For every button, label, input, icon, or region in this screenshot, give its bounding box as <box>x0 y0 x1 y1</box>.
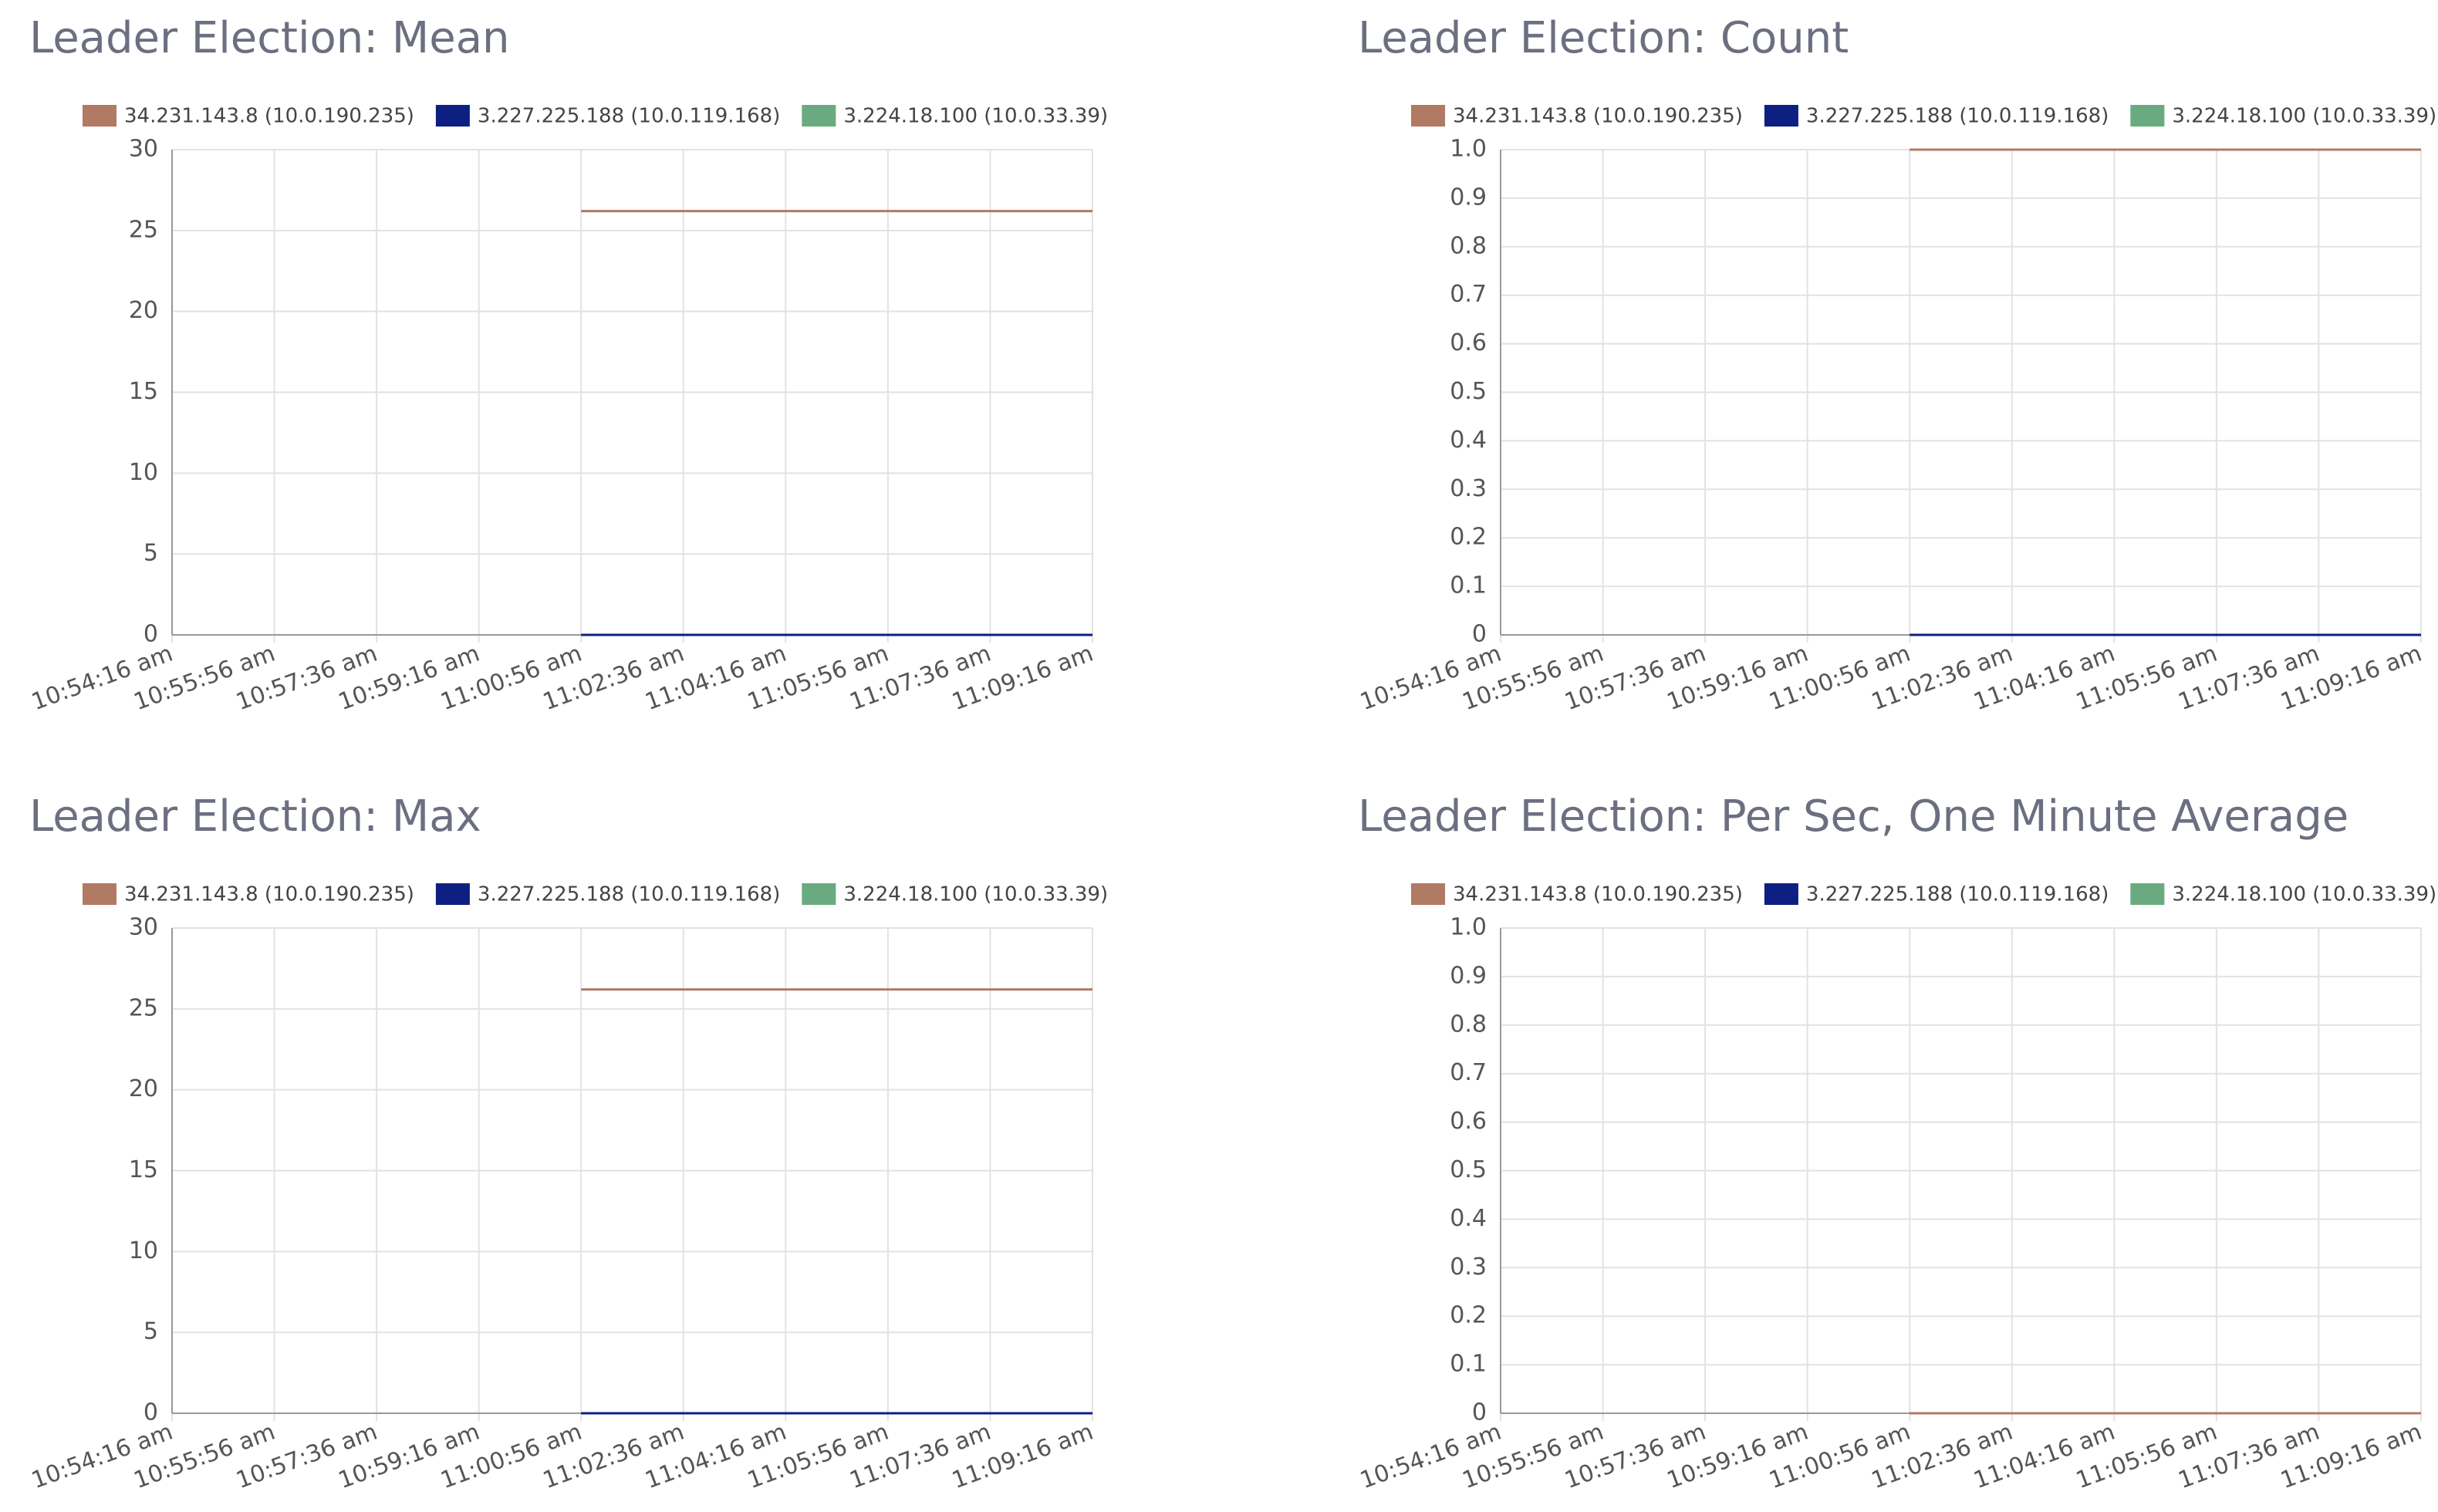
y-tick-label: 0.4 <box>1450 1205 1487 1232</box>
chart-panel: Leader Election: Per Sec, One Minute Ave… <box>1356 791 2436 1494</box>
y-tick-label: 1.0 <box>1450 914 1487 941</box>
legend-label: 3.227.225.188 (10.0.119.168) <box>478 105 780 128</box>
chart-title: Leader Election: Mean <box>29 13 510 63</box>
y-tick-label: 0.1 <box>1450 572 1487 599</box>
y-tick-label: 0.7 <box>1450 1059 1487 1086</box>
y-tick-label: 0.5 <box>1450 1156 1487 1183</box>
legend-swatch <box>1764 105 1798 127</box>
legend-label: 3.224.18.100 (10.0.33.39) <box>843 883 1108 906</box>
y-tick-label: 0.1 <box>1450 1351 1487 1378</box>
chart-title: Leader Election: Count <box>1358 13 1849 63</box>
y-tick-label: 0.2 <box>1450 1302 1487 1329</box>
y-tick-label: 0.9 <box>1450 962 1487 989</box>
legend-label: 34.231.143.8 (10.0.190.235) <box>124 105 414 128</box>
y-tick-label: 25 <box>129 216 158 243</box>
legend-label: 3.227.225.188 (10.0.119.168) <box>1806 883 2109 906</box>
legend-swatch <box>2130 105 2165 127</box>
y-tick-label: 0.6 <box>1450 1108 1487 1135</box>
legend-label: 34.231.143.8 (10.0.190.235) <box>1453 883 1743 906</box>
legend-label: 3.224.18.100 (10.0.33.39) <box>2172 883 2436 906</box>
y-tick-label: 0 <box>1472 621 1487 648</box>
chart-title: Leader Election: Max <box>29 791 481 842</box>
y-tick-label: 0.2 <box>1450 524 1487 551</box>
legend-swatch <box>435 105 470 127</box>
y-tick-label: 20 <box>129 297 158 324</box>
y-tick-label: 0.8 <box>1450 232 1487 259</box>
y-tick-label: 10 <box>129 459 158 486</box>
y-tick-label: 10 <box>129 1237 158 1264</box>
y-tick-label: 5 <box>144 1318 158 1345</box>
legend-swatch <box>83 883 116 905</box>
y-tick-label: 0.8 <box>1450 1011 1487 1038</box>
legend-label: 34.231.143.8 (10.0.190.235) <box>124 883 414 906</box>
y-tick-label: 0 <box>144 621 158 648</box>
chart-title: Leader Election: Per Sec, One Minute Ave… <box>1358 791 2349 842</box>
y-tick-label: 5 <box>144 540 158 567</box>
y-tick-label: 15 <box>129 1156 158 1183</box>
y-tick-label: 0.3 <box>1450 1254 1487 1281</box>
legend-swatch <box>1411 105 1445 127</box>
y-tick-label: 15 <box>129 378 158 405</box>
y-tick-label: 25 <box>129 994 158 1021</box>
chart-panel: Leader Election: Max 34.231.143.8 (10.0.1… <box>28 791 1108 1494</box>
chart-panel: Leader Election: Mean 34.231.143.8 (10.0.… <box>28 13 1108 716</box>
y-tick-label: 0.9 <box>1450 184 1487 211</box>
legend-swatch <box>1764 883 1798 905</box>
y-tick-label: 1.0 <box>1450 136 1487 163</box>
y-tick-label: 30 <box>129 136 158 163</box>
y-tick-label: 30 <box>129 914 158 941</box>
y-tick-label: 0.3 <box>1450 475 1487 502</box>
legend-swatch <box>2130 883 2165 905</box>
legend-swatch <box>435 883 470 905</box>
legend-label: 34.231.143.8 (10.0.190.235) <box>1453 105 1743 128</box>
y-tick-label: 0.6 <box>1450 329 1487 356</box>
chart-panel: Leader Election: Count 34.231.143.8 (10.0… <box>1356 13 2436 716</box>
legend-label: 3.227.225.188 (10.0.119.168) <box>1806 105 2109 128</box>
legend-label: 3.224.18.100 (10.0.33.39) <box>2172 105 2436 128</box>
y-tick-label: 0.4 <box>1450 427 1487 454</box>
legend-label: 3.227.225.188 (10.0.119.168) <box>478 883 780 906</box>
y-tick-label: 0 <box>1472 1399 1487 1426</box>
legend-swatch <box>1411 883 1445 905</box>
y-tick-label: 0 <box>144 1399 158 1426</box>
y-tick-label: 20 <box>129 1075 158 1102</box>
legend-label: 3.224.18.100 (10.0.33.39) <box>843 105 1108 128</box>
legend-swatch <box>83 105 116 127</box>
y-tick-label: 0.7 <box>1450 281 1487 308</box>
y-tick-label: 0.5 <box>1450 378 1487 405</box>
legend-swatch <box>802 883 836 905</box>
legend-swatch <box>802 105 836 127</box>
